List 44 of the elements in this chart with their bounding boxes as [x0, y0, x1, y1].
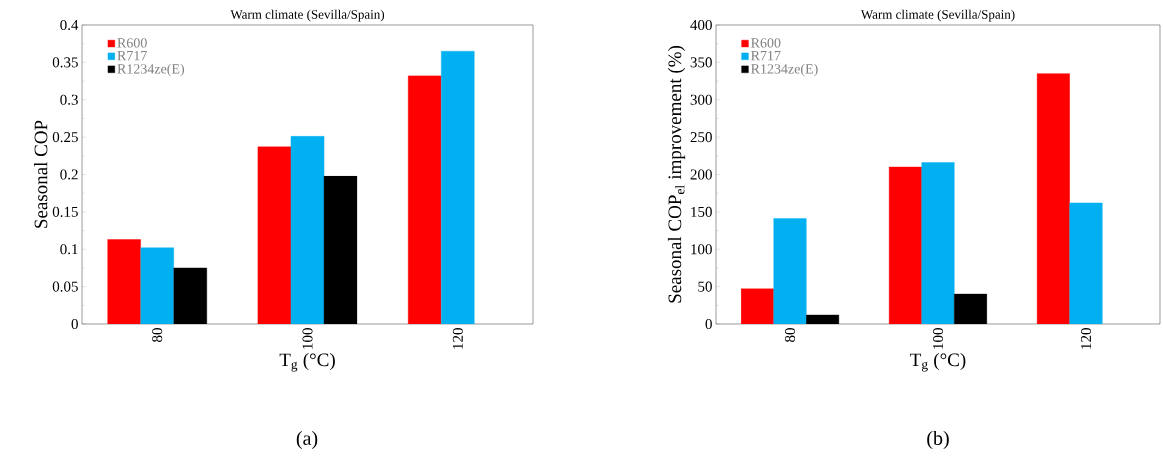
y-tick-label: 0.15 — [52, 206, 78, 217]
x-tick-label: 120 — [452, 328, 463, 349]
y-tick-label: 50 — [698, 281, 712, 292]
x-tick-label: 80 — [784, 328, 796, 342]
y-tick-label: 400 — [690, 19, 712, 31]
y-tick-label: 200 — [690, 169, 712, 180]
y-tick-label: 0.05 — [52, 281, 78, 292]
y-tick-label: 0 — [71, 318, 78, 330]
legend-label: R600 — [751, 38, 781, 48]
text: (a) — [296, 430, 318, 450]
x-tick-label: 100 — [932, 328, 944, 349]
y-axis-title: Seasonal COP — [34, 120, 48, 228]
x-axis-title: T$_{g}$ (°C) — [279, 352, 335, 372]
y-tick-label: 350 — [690, 57, 712, 68]
bar — [1069, 202, 1103, 324]
legend-label: R1234ze(E) — [751, 63, 818, 77]
x-axis-title: T$_{g}$ (°C) — [910, 352, 966, 372]
bar — [1036, 73, 1070, 324]
x-tick-label: 120 — [1080, 328, 1092, 349]
y-tick-label: 100 — [691, 244, 712, 255]
y-tick-label: 0.35 — [52, 57, 78, 68]
y-tick-label: 150 — [691, 206, 712, 217]
y-axis-title: Seasonal COP$_{el}$ improvement (%) — [667, 46, 686, 303]
chart-title: Warm climate (Sevilla/Spain) — [860, 9, 1015, 22]
bar — [740, 288, 774, 324]
y-tick-label: 300 — [690, 94, 712, 105]
y-tick-label: 0.2 — [60, 169, 78, 180]
x-tick-label: 100 — [302, 328, 313, 349]
legend-label: R717 — [751, 50, 781, 61]
legend-label: R1234ze(E) — [117, 63, 185, 77]
legend-label: R600 — [117, 38, 147, 48]
bar — [888, 166, 922, 324]
text: (b) — [927, 430, 949, 450]
y-tick-label: 250 — [690, 132, 712, 143]
bar — [773, 218, 807, 324]
y-tick-label: 0 — [705, 318, 712, 330]
legend-label: R717 — [117, 50, 147, 61]
y-tick-label: 0.25 — [52, 132, 78, 143]
chart-title: Warm climate (Sevilla/Spain) — [230, 9, 385, 22]
y-tick-label: 0.4 — [60, 19, 79, 31]
y-tick-label: 0.1 — [60, 244, 78, 255]
y-tick-label: 0.3 — [60, 94, 78, 105]
x-tick-label: 80 — [152, 328, 163, 342]
bar — [921, 162, 955, 324]
